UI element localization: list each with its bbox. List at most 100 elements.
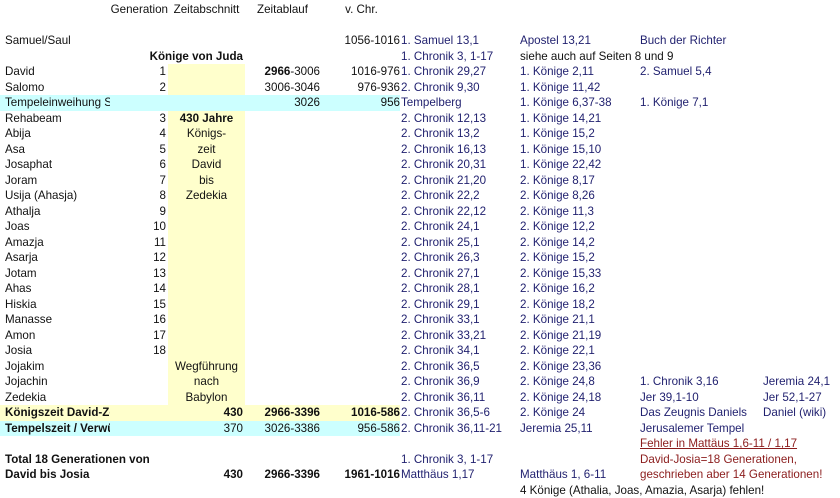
- king-name: Jotam: [0, 266, 110, 282]
- reference-link[interactable]: 2. Chronik 29,1: [401, 298, 480, 311]
- reference-link[interactable]: Fehler in Mattäus 1,6-11 / 1,17: [640, 437, 797, 450]
- reference-link[interactable]: 1. Chronik 3, 1-17: [401, 50, 493, 63]
- reference-link[interactable]: 2. Samuel 5,4: [640, 65, 712, 78]
- period-cell: nach: [168, 374, 245, 390]
- reference-link[interactable]: 2. Könige 23,36: [520, 360, 601, 373]
- reference-link[interactable]: 2. Könige 22,1: [520, 344, 595, 357]
- reference-link[interactable]: 1. Chronik 29,27: [401, 65, 486, 78]
- reference-link[interactable]: Tempelberg: [401, 96, 462, 109]
- reference-link[interactable]: Daniel (wiki): [763, 406, 826, 419]
- reference-link[interactable]: 2. Könige 15,2: [520, 251, 595, 264]
- timeline-cell: [245, 49, 323, 65]
- reference-link[interactable]: 1. Könige 7,1: [640, 96, 708, 109]
- generation-number: 18: [110, 343, 168, 359]
- reference-link[interactable]: 2. Chronik 25,1: [401, 236, 480, 249]
- timeline-cell: [245, 111, 323, 127]
- reference-link[interactable]: Jeremia 25,11: [520, 422, 593, 435]
- reference-link[interactable]: 2. Chronik 9,30: [401, 81, 480, 94]
- reference-link[interactable]: 2. Könige 12,2: [520, 220, 595, 233]
- reference-link[interactable]: 2. Chronik 36,5: [401, 360, 480, 373]
- reference-link[interactable]: 1. Samuel 13,1: [401, 34, 479, 47]
- reference-link[interactable]: 2. Chronik 27,1: [401, 267, 480, 280]
- reference-link[interactable]: 2. Chronik 12,13: [401, 112, 486, 125]
- timeline-cell: 3026-3386: [245, 421, 323, 437]
- reference-link[interactable]: 2. Könige 14,2: [520, 236, 595, 249]
- bc-date: [323, 359, 400, 375]
- reference-link[interactable]: 2. Könige 18,2: [520, 298, 595, 311]
- reference-link[interactable]: Matthäus 1, 6-11: [520, 468, 606, 481]
- reference-link[interactable]: Jer 39,1-10: [640, 391, 699, 404]
- reference-link[interactable]: 2. Könige 21,19: [520, 329, 601, 342]
- reference-link[interactable]: 2. Chronik 36,5-6: [401, 406, 490, 419]
- reference-link[interactable]: 2. Könige 24,18: [520, 391, 601, 404]
- reference-link[interactable]: 2. Chronik 13,2: [401, 127, 480, 140]
- reference-link[interactable]: Das Zeugnis Daniels: [640, 406, 747, 419]
- bc-date: [323, 483, 400, 498]
- reference-link[interactable]: 2. Chronik 36,9: [401, 375, 480, 388]
- reference-link[interactable]: 1. Könige 15,2: [520, 127, 595, 140]
- reference-link[interactable]: 2. Chronik 33,21: [401, 329, 486, 342]
- reference-link[interactable]: 2. Chronik 33,1: [401, 313, 480, 326]
- reference-cell: 2. Könige 23,36: [520, 359, 640, 375]
- reference-link[interactable]: 2. Chronik 21,20: [401, 174, 486, 187]
- reference-link[interactable]: 2. Chronik 36,11: [401, 391, 485, 404]
- reference-link[interactable]: Apostel 13,21: [520, 34, 591, 47]
- reference-link[interactable]: Buch der Richter: [640, 34, 726, 47]
- bc-date: [323, 452, 400, 468]
- reference-link[interactable]: 2. Könige 24,8: [520, 375, 595, 388]
- reference-link[interactable]: 1. Könige 15,10: [520, 143, 601, 156]
- reference-link[interactable]: 2. Chronik 36,11-21: [401, 422, 502, 435]
- reference-link[interactable]: 2. Chronik 28,1: [401, 282, 480, 295]
- reference-link[interactable]: Jer 52,1-27: [763, 391, 822, 404]
- reference-link[interactable]: 2. Chronik 16,13: [401, 143, 486, 156]
- period-cell: [168, 250, 245, 266]
- bc-date: [323, 142, 400, 158]
- timeline-cell: 2966-3396: [245, 467, 323, 483]
- reference-link[interactable]: 2. Chronik 24,1: [401, 220, 480, 233]
- reference-link[interactable]: 1. Könige 2,11: [520, 65, 594, 78]
- reference-link[interactable]: Jeremia 24,1: [763, 375, 830, 388]
- reference-link[interactable]: Jerusalemer Tempel: [640, 422, 744, 435]
- table-row: [0, 18, 840, 34]
- reference-link[interactable]: 2. Könige 11,3: [520, 205, 594, 218]
- bc-date: 956-586: [323, 421, 400, 437]
- bc-date: [323, 157, 400, 173]
- period-cell: David: [168, 157, 245, 173]
- reference-link[interactable]: 2. Chronik 20,31: [401, 158, 486, 171]
- reference-link[interactable]: Matthäus 1,17: [401, 468, 474, 481]
- reference-link[interactable]: 2. Könige 8,17: [520, 174, 595, 187]
- timeline-cell: [245, 173, 323, 189]
- reference-link[interactable]: 2. Könige 24: [520, 406, 585, 419]
- generation-number: [110, 452, 168, 468]
- reference-cell: Apostel 13,21: [520, 33, 640, 49]
- reference-link[interactable]: 1. Könige 22,42: [520, 158, 601, 171]
- reference-link[interactable]: 2. Könige 15,33: [520, 267, 601, 280]
- reference-link[interactable]: 2. Könige 16,2: [520, 282, 595, 295]
- reference-link[interactable]: 1. Könige 6,37-38: [520, 96, 612, 109]
- reference-link[interactable]: 2. Chronik 22,2: [401, 189, 480, 202]
- king-name: Josaphat: [0, 157, 110, 173]
- king-name: [0, 18, 110, 34]
- table-row: 4 Könige (Athalia, Joas, Amazia, Asarja)…: [0, 483, 840, 498]
- reference-link[interactable]: 1. Könige 11,42: [520, 81, 600, 94]
- reference-link[interactable]: 2. Chronik 26,3: [401, 251, 480, 264]
- note-text: siehe auch auf Seiten 8 und 9: [520, 50, 673, 63]
- reference-link[interactable]: 2. Könige 21,1: [520, 313, 595, 326]
- bc-date: [323, 436, 400, 452]
- reference-link[interactable]: 1. Könige 14,21: [520, 112, 601, 125]
- reference-link[interactable]: 2. Chronik 22,12: [401, 205, 486, 218]
- reference-link[interactable]: 1. Chronik 3, 1-17: [401, 453, 493, 466]
- reference-link[interactable]: 2. Chronik 34,1: [401, 344, 480, 357]
- timeline-cell: [245, 142, 323, 158]
- reference-cell: 1. Samuel 13,1: [400, 33, 520, 49]
- king-name: Jojakim: [0, 359, 110, 375]
- reference-cell: 2. Chronik 25,1: [400, 235, 520, 251]
- period-cell: Wegführung: [168, 359, 245, 375]
- reference-link[interactable]: 1. Chronik 3,16: [640, 375, 719, 388]
- reference-link[interactable]: 2. Könige 8,26: [520, 189, 595, 202]
